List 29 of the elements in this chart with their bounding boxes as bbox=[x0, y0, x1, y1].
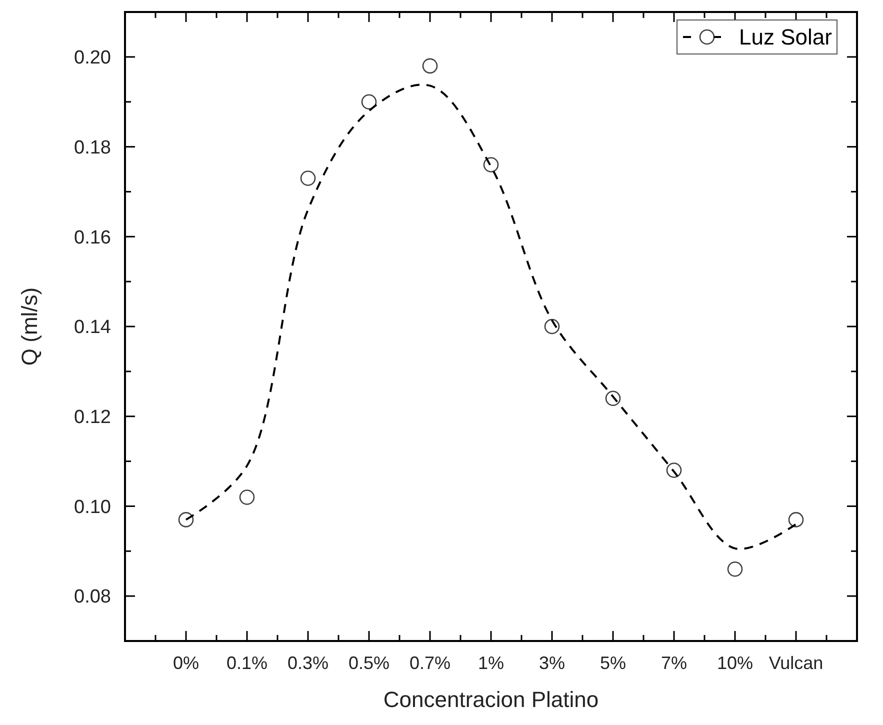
y-tick-label: 0.12 bbox=[74, 407, 111, 428]
point bbox=[727, 561, 743, 577]
y-tick-label: 0.10 bbox=[74, 496, 111, 518]
y-tick-label: 0.08 bbox=[74, 586, 111, 608]
x-tick-label: 7% bbox=[660, 653, 688, 673]
x-tick-label: 10% bbox=[716, 653, 754, 673]
x-tick-label: 5% bbox=[600, 653, 626, 673]
y-tick-label: 0.20 bbox=[74, 48, 111, 69]
point bbox=[788, 512, 804, 528]
point bbox=[422, 58, 438, 74]
legend-label: Luz Solar bbox=[739, 24, 832, 50]
point bbox=[300, 170, 316, 186]
point bbox=[361, 94, 377, 110]
point bbox=[239, 490, 255, 505]
x-tick-label: 0.7% bbox=[409, 653, 451, 673]
x-tick-label: Vulcan bbox=[768, 653, 824, 673]
y-tick-label: 0.16 bbox=[74, 227, 111, 248]
y-axis-title: Q (ml/s) bbox=[17, 287, 42, 366]
y-tick-label: 0.14 bbox=[74, 317, 112, 338]
x-tick-label: 0.5% bbox=[348, 653, 390, 673]
x-tick-label: 0% bbox=[172, 653, 200, 673]
x-tick-label: 0.1% bbox=[226, 653, 268, 673]
x-axis-title: Concentracion Platino bbox=[383, 687, 599, 712]
point bbox=[178, 512, 194, 528]
point bbox=[483, 157, 499, 172]
x-tick-label: 1% bbox=[478, 653, 504, 673]
x-tick-label: 0.3% bbox=[287, 653, 329, 673]
y-tick-label: 0.18 bbox=[74, 137, 111, 158]
x-tick-label: 3% bbox=[538, 653, 566, 673]
